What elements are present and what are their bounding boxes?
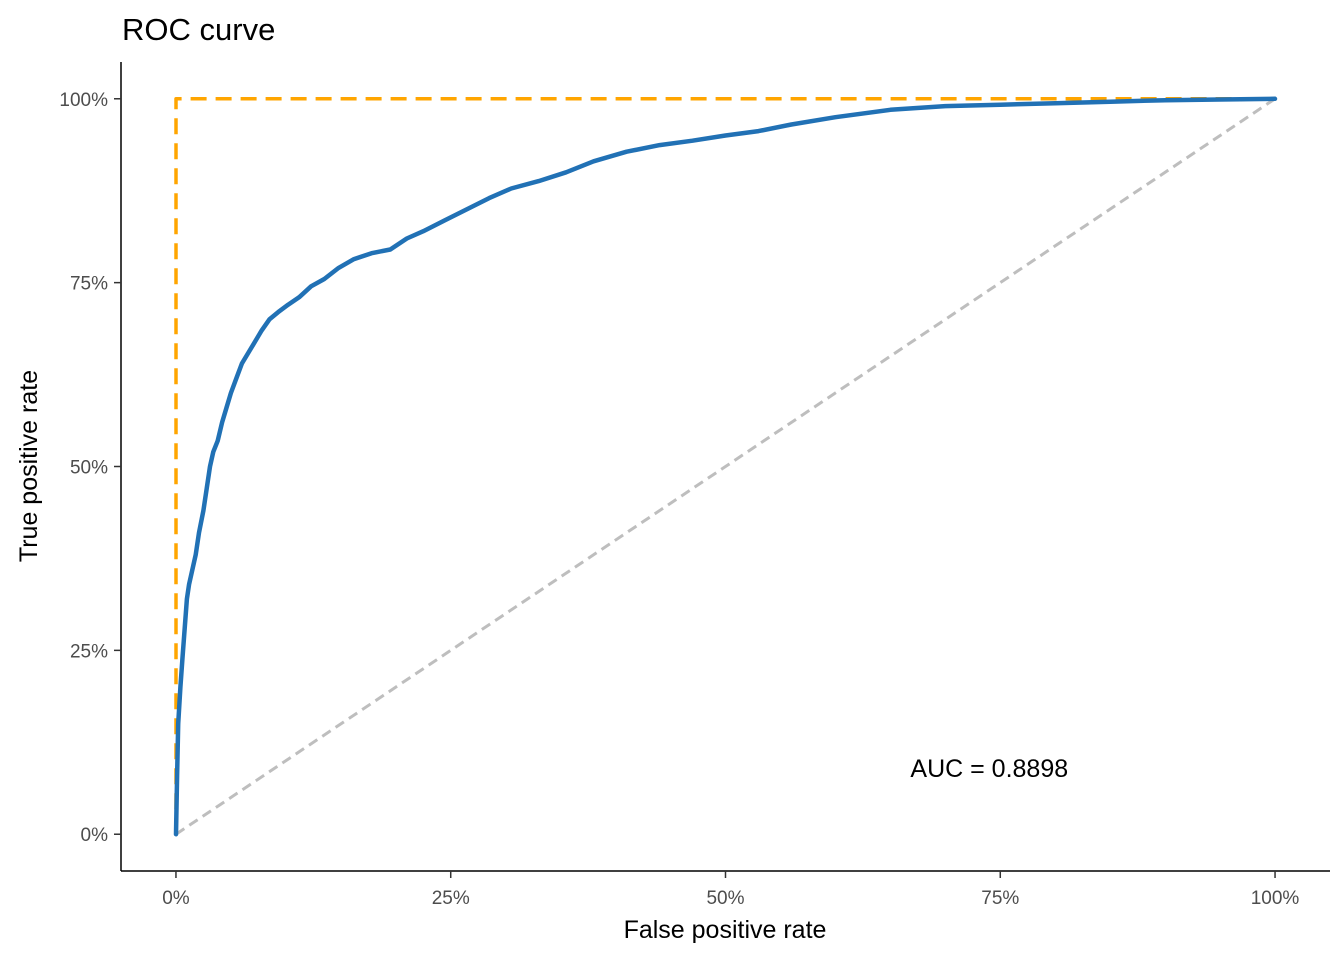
y-tick-label: 100% <box>59 90 108 111</box>
x-axis-title: False positive rate <box>624 916 827 944</box>
x-tick-label: 25% <box>432 888 470 909</box>
random-classifier-line <box>175 97 1276 836</box>
x-tick-label: 100% <box>1251 888 1300 909</box>
y-tick-label: 75% <box>70 274 108 295</box>
x-tick-label: 0% <box>162 888 190 909</box>
auc-annotation: AUC = 0.8898 <box>910 755 1068 783</box>
plot-area: 0% 25% 50% 75% 100% 0% 25% 50% 75% 100% AUC = 0.… <box>59 62 1330 909</box>
y-tick-label: 25% <box>70 641 108 662</box>
x-tick-label: 75% <box>981 888 1019 909</box>
chart-title: ROC curve <box>122 12 275 47</box>
perfect-classifier-line <box>174 97 1275 835</box>
x-axis-ticks: 0% 25% 50% 75% 100% <box>162 871 1299 909</box>
y-axis-ticks: 0% 25% 50% 75% 100% <box>59 90 121 846</box>
series-layer <box>173 96 1278 837</box>
y-axis-title: True positive rate <box>15 370 43 562</box>
y-tick-label: 0% <box>81 825 109 846</box>
x-tick-label: 50% <box>706 888 744 909</box>
y-tick-label: 50% <box>70 458 108 479</box>
model-roc-curve <box>173 96 1278 837</box>
